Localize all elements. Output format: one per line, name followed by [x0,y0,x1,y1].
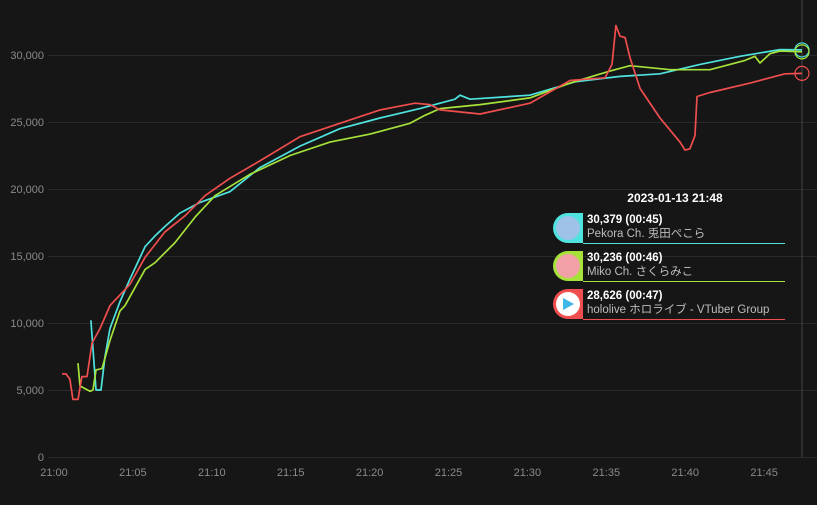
x-tick-label: 21:40 [671,467,699,479]
x-tick-label: 21:30 [514,467,542,479]
tooltip-ago: (00:45) [625,214,663,226]
tooltip-row: 30,379 (00:45) Pekora Ch. 兎田ぺこら [553,211,785,244]
series-line-2 [62,24,803,401]
series-end-marker [794,65,810,82]
x-tick-label: 21:25 [435,467,463,479]
y-tick-label: 25,000 [10,117,44,129]
x-tick-label: 21:05 [119,467,147,479]
tooltip-channel-name: Pekora Ch. 兎田ぺこら [587,228,706,240]
y-tick-label: 15,000 [10,251,44,263]
series-lines [62,24,810,401]
tooltip-value: 30,236 [587,252,623,264]
x-axis: 21:00 21:05 21:10 21:15 21:20 21:25 21:30 21:35… [40,467,778,479]
pekora-avatar-icon [553,212,583,243]
x-tick-label: 21:15 [277,467,305,479]
tooltip-value: 28,626 [587,290,623,302]
series-line-1 [77,50,803,393]
x-tick-label: 21:00 [40,467,68,479]
grid [48,55,817,458]
y-tick-label: 5,000 [16,385,44,397]
tooltip-value: 30,379 [587,214,623,226]
y-axis: 0 5,000 10,000 15,000 20,000 25,000 30,000 [10,50,44,464]
y-tick-label: 20,000 [10,184,44,196]
hololive-play-logo-icon [553,288,583,319]
series-line-0 [90,48,803,391]
tooltip-row: 28,626 (00:47) hololive ホロライブ - VTuber G… [553,287,785,320]
y-tick-label: 30,000 [10,50,44,62]
tooltip-ago: (00:47) [625,290,663,302]
tooltip-ago: (00:46) [625,252,663,264]
tooltip: 2023-01-13 21:48 30,379 (00:45) Pekora C… [553,191,785,325]
series-end-marker [794,44,810,60]
y-tick-label: 0 [38,452,44,464]
x-tick-label: 21:20 [356,467,384,479]
tooltip-row: 30,236 (00:46) Miko Ch. さくらみこ [553,249,785,282]
tooltip-title: 2023-01-13 21:48 [627,191,723,205]
x-tick-label: 21:10 [198,467,226,479]
tooltip-channel-name: hololive ホロライブ - VTuber Group [587,304,770,316]
x-tick-label: 21:45 [750,467,778,479]
y-tick-label: 10,000 [10,318,44,330]
tooltip-channel-name: Miko Ch. さくらみこ [587,266,694,278]
miko-avatar-icon [553,250,583,281]
x-tick-label: 21:35 [593,467,621,479]
